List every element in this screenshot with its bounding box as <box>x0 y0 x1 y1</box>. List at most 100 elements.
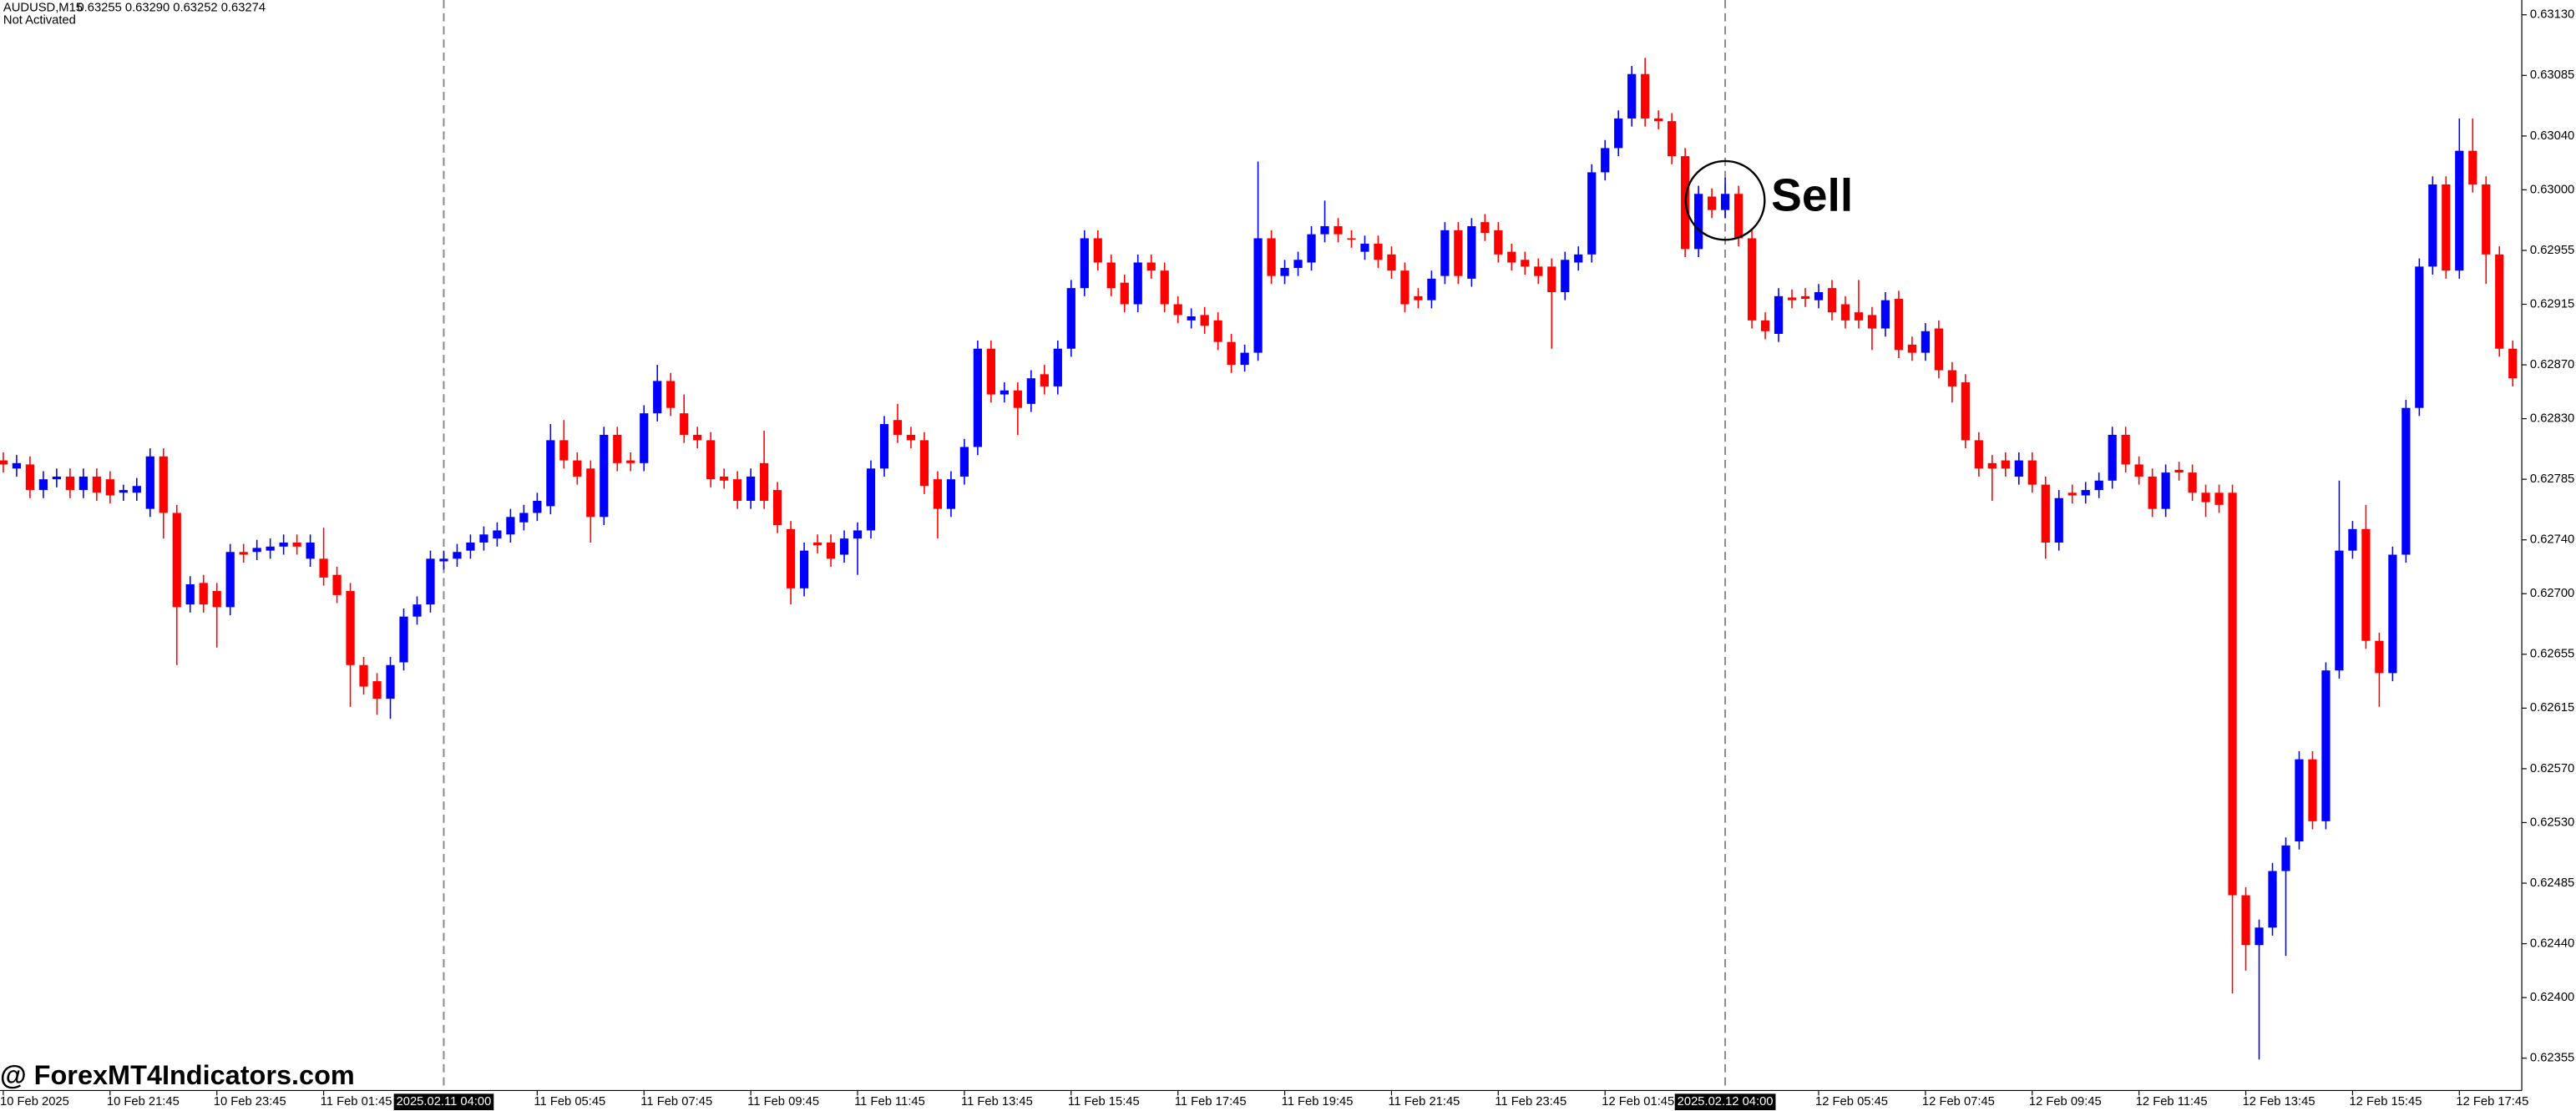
candle-body <box>453 552 462 559</box>
candle-body <box>1173 304 1182 316</box>
y-tick-label: 0.63085 <box>2530 68 2574 82</box>
candle-body <box>2455 150 2464 271</box>
candle-body <box>439 558 448 562</box>
candle-body <box>733 479 742 501</box>
separator-label-box <box>393 1093 494 1111</box>
candle-body <box>1467 225 1476 279</box>
candle-body <box>2415 266 2424 408</box>
x-tick-label: 10 Feb 23:45 <box>214 1095 286 1108</box>
candle-body <box>720 476 729 481</box>
candle-body <box>1561 260 1570 292</box>
candle-body <box>185 583 195 605</box>
candle-body <box>1974 440 1983 469</box>
candle-body <box>2321 670 2331 821</box>
candle-body <box>812 542 822 546</box>
candle-body <box>145 456 154 509</box>
candle-body <box>746 476 756 501</box>
candle-body <box>760 462 769 501</box>
candle-body <box>1360 243 1369 252</box>
candle-body <box>879 424 889 469</box>
candle-body <box>1200 315 1209 326</box>
candle-body <box>666 381 676 408</box>
candle-body <box>1587 172 1597 255</box>
candle-body <box>159 456 168 513</box>
status: Not Activated <box>3 13 76 27</box>
candle-body <box>2508 348 2518 379</box>
candle-body <box>1747 238 1757 321</box>
candle-body <box>426 558 435 605</box>
candle-body <box>1454 230 1463 276</box>
candle-body <box>866 468 876 531</box>
candle-body <box>1733 194 1743 239</box>
candle-body <box>1320 225 1329 235</box>
candle-body <box>1133 262 1142 305</box>
candle-body <box>1000 390 1009 395</box>
candle-body <box>626 460 635 463</box>
candle-body <box>2067 492 2077 496</box>
candle-body <box>1601 148 1610 173</box>
y-tick-label: 0.62615 <box>2530 701 2574 715</box>
candle-body <box>1694 194 1703 250</box>
candle-body <box>386 664 395 699</box>
candle-body <box>2201 492 2210 502</box>
candle-body <box>1961 382 1970 441</box>
separator-label-box <box>1674 1093 1776 1111</box>
candle-body <box>2241 895 2250 946</box>
candle-body <box>2188 472 2197 493</box>
x-tick-label: 11 Feb 15:45 <box>1068 1095 1140 1108</box>
y-tick-label: 0.62400 <box>2530 991 2574 1004</box>
candle-body <box>225 552 235 608</box>
candle-body <box>826 542 836 559</box>
candle-body <box>1494 230 1503 255</box>
candle-body <box>2348 528 2357 551</box>
candle-body <box>65 476 74 491</box>
chart-ohlc: 0.63255 0.63290 0.63252 0.63274 <box>77 2 266 15</box>
x-tick-label: 11 Feb 17:45 <box>1175 1095 1247 1108</box>
candle-body <box>1787 297 1797 300</box>
candle-body <box>613 434 622 463</box>
y-tick-label: 0.62655 <box>2530 648 2574 661</box>
candle-body <box>119 490 128 493</box>
candle-body <box>1827 288 1837 313</box>
candle-body <box>653 381 662 414</box>
candle-body <box>1293 260 1303 268</box>
x-tick-label: 11 Feb 13:45 <box>961 1095 1033 1108</box>
candle-body <box>25 464 35 491</box>
candle-body <box>2108 434 2117 481</box>
candle-body <box>973 348 983 447</box>
candle-body <box>2375 640 2384 674</box>
candle-body <box>839 538 849 555</box>
candle-body <box>1120 282 1129 305</box>
candle-body <box>1880 300 1890 329</box>
candle-body <box>1574 254 1583 263</box>
candle-body <box>372 681 382 699</box>
candle-body <box>2134 464 2143 477</box>
candle-body <box>600 434 609 518</box>
candle-body <box>1026 378 1035 404</box>
candle-body <box>399 616 408 663</box>
candles <box>0 58 2518 1060</box>
candle-body <box>239 552 248 555</box>
candle-body <box>2027 460 2037 485</box>
candle-body <box>279 542 288 547</box>
candle-body <box>1013 390 1022 408</box>
x-tick-label: 11 Feb 11:45 <box>854 1095 925 1108</box>
y-tick-label: 0.62870 <box>2530 358 2574 371</box>
candle-body <box>306 542 315 559</box>
y-tick-label: 0.62440 <box>2530 937 2574 950</box>
candle-body <box>92 476 101 493</box>
candle-body <box>586 468 595 518</box>
candle-body <box>1707 196 1717 210</box>
candle-body <box>1106 262 1116 289</box>
candle-body <box>2161 472 2170 509</box>
candle-body <box>2468 150 2477 184</box>
candle-body <box>1654 118 1663 122</box>
candle-body <box>2268 871 2277 928</box>
candle-body <box>959 447 969 477</box>
candle-body <box>2295 759 2304 842</box>
candle-body <box>1987 462 1997 469</box>
candle-body <box>1053 348 1062 386</box>
candle-body <box>853 530 863 539</box>
